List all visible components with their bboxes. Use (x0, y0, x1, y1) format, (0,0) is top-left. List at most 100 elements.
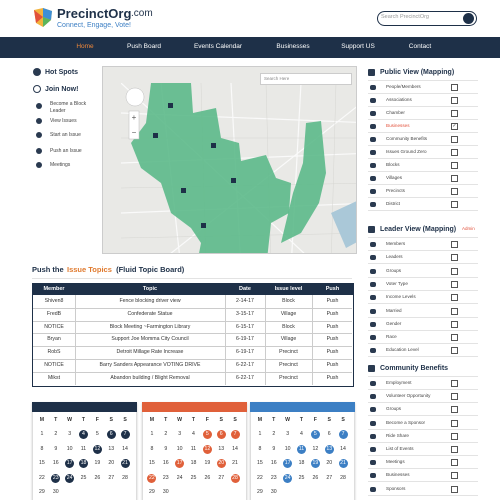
checkbox[interactable] (451, 136, 458, 143)
calendar-day[interactable]: 20 (108, 460, 115, 466)
calendar-day[interactable]: 14 (340, 445, 346, 452)
checkbox[interactable] (451, 432, 458, 440)
calendar-day[interactable]: 25 (80, 474, 87, 481)
calendar-day[interactable]: 18 (190, 460, 197, 466)
item-label[interactable]: Members (386, 241, 406, 246)
calendar-day[interactable]: 11 (80, 445, 87, 452)
calendar-day[interactable]: 23 (270, 474, 277, 481)
item-label[interactable]: Issues Ground Zero (386, 149, 427, 154)
calendar-day[interactable]: 1 (258, 431, 262, 437)
calendar-day[interactable]: 5 (95, 431, 99, 437)
checkbox[interactable] (451, 307, 458, 315)
calendar-day[interactable]: 7 (120, 430, 130, 439)
nav-link[interactable]: Push Board (127, 43, 161, 50)
item-label[interactable]: Community Benefits (386, 136, 428, 141)
sidebar-link[interactable]: Start an Issue (50, 132, 81, 138)
checkbox[interactable] (451, 446, 458, 453)
calendar-day[interactable]: 12 (202, 444, 212, 454)
checkbox[interactable]: ✓ (451, 123, 458, 130)
calendar-day[interactable]: 15 (149, 460, 155, 466)
item-label[interactable]: Ride Share (386, 432, 409, 438)
item-label[interactable]: Businesses (386, 472, 410, 478)
calendar-day[interactable]: 8 (150, 445, 154, 452)
calendar-day[interactable]: 15 (39, 460, 45, 466)
calendar-day[interactable]: 30 (162, 489, 169, 495)
calendar-day[interactable]: 2 (54, 431, 58, 437)
calendar-day[interactable]: 4 (79, 430, 88, 439)
checkbox[interactable] (451, 241, 458, 248)
calendar-day[interactable]: 28 (122, 474, 128, 481)
item-label[interactable]: Associations (386, 97, 412, 102)
calendar-day[interactable]: 13 (108, 445, 115, 452)
calendar-day[interactable]: 8 (40, 445, 44, 452)
calendar-day[interactable]: 21 (338, 459, 348, 468)
checkbox[interactable] (451, 254, 458, 262)
item-label[interactable]: Race (386, 334, 397, 340)
calendar-day[interactable]: 9 (272, 445, 276, 452)
item-label[interactable]: Villages (386, 175, 403, 180)
checkbox[interactable] (451, 485, 458, 493)
calendar-day[interactable]: 19 (94, 460, 101, 466)
item-label[interactable]: Gender (386, 320, 402, 326)
calendar-day[interactable]: 19 (310, 459, 320, 468)
calendar-day[interactable]: 20 (216, 459, 226, 468)
item-label[interactable]: Precincts (386, 188, 405, 193)
calendar-day[interactable]: 29 (257, 489, 263, 495)
nav-link[interactable]: Contact (408, 43, 432, 50)
item-label[interactable]: Businesses (386, 123, 410, 128)
calendar-day[interactable]: 2 (164, 431, 168, 437)
calendar-day[interactable]: 29 (39, 489, 45, 495)
calendar-day[interactable]: 2 (272, 431, 276, 437)
calendar-day[interactable]: 30 (52, 489, 59, 495)
calendar-day[interactable]: 22 (257, 474, 263, 481)
nav-link[interactable]: Home (76, 43, 94, 50)
calendar-day[interactable]: 6 (216, 430, 226, 439)
calendar-day[interactable]: 21 (232, 460, 238, 466)
checkbox[interactable] (451, 97, 458, 104)
calendar-day[interactable]: 18 (298, 460, 305, 466)
calendar-day[interactable]: 7 (338, 430, 348, 439)
calendar-day[interactable]: 27 (218, 474, 225, 481)
checkbox[interactable] (451, 149, 458, 156)
item-label[interactable]: Meetings (386, 459, 405, 465)
calendar-day[interactable]: 10 (284, 445, 291, 452)
item-label[interactable]: Employment (386, 380, 412, 385)
hot-spots[interactable]: Hot Spots (45, 69, 79, 76)
item-label[interactable]: Income Levels (386, 294, 416, 300)
calendar-day[interactable]: 9 (54, 445, 58, 452)
calendar-day[interactable]: 28 (230, 473, 240, 483)
checkbox[interactable] (451, 188, 458, 195)
calendar-day[interactable]: 26 (312, 474, 319, 481)
checkbox[interactable] (451, 459, 458, 467)
nav-link[interactable]: Businesses (276, 43, 310, 50)
checkbox[interactable] (451, 334, 458, 342)
nav-link[interactable]: Events Calendar (193, 43, 243, 50)
calendar-day[interactable]: 27 (108, 474, 115, 481)
calendar-day[interactable]: 26 (94, 474, 101, 481)
calendar-day[interactable]: 5 (310, 430, 320, 439)
calendar-day[interactable]: 1 (40, 431, 44, 437)
calendar-day[interactable]: 28 (340, 474, 346, 481)
calendar-day[interactable]: 17 (283, 459, 293, 468)
item-label[interactable]: Volunteer Opportunity (386, 393, 431, 399)
item-label[interactable]: Chamber (386, 110, 405, 115)
calendar-day[interactable]: 16 (52, 460, 59, 466)
calendar-day[interactable]: 11 (297, 444, 306, 454)
sidebar-link[interactable]: View Issues (50, 118, 77, 124)
calendar-day[interactable]: 24 (283, 473, 293, 483)
checkbox[interactable] (451, 406, 458, 414)
calendar-day[interactable]: 30 (270, 489, 277, 495)
item-label[interactable]: Education Level (386, 347, 419, 353)
checkbox[interactable] (451, 280, 458, 288)
calendar-day[interactable]: 19 (204, 460, 211, 466)
item-label[interactable]: Blocks (386, 162, 400, 167)
item-label[interactable]: Groups (386, 267, 402, 273)
sidebar-link[interactable]: Meetings (50, 162, 71, 168)
calendar-day[interactable]: 15 (257, 460, 263, 466)
checkbox[interactable] (451, 267, 458, 275)
item-label[interactable]: District (386, 201, 401, 206)
item-label[interactable]: Groups (386, 406, 402, 412)
checkbox[interactable] (451, 347, 458, 355)
site-search[interactable] (377, 11, 477, 26)
sidebar-link[interactable]: Become a Block Leader (50, 101, 87, 114)
